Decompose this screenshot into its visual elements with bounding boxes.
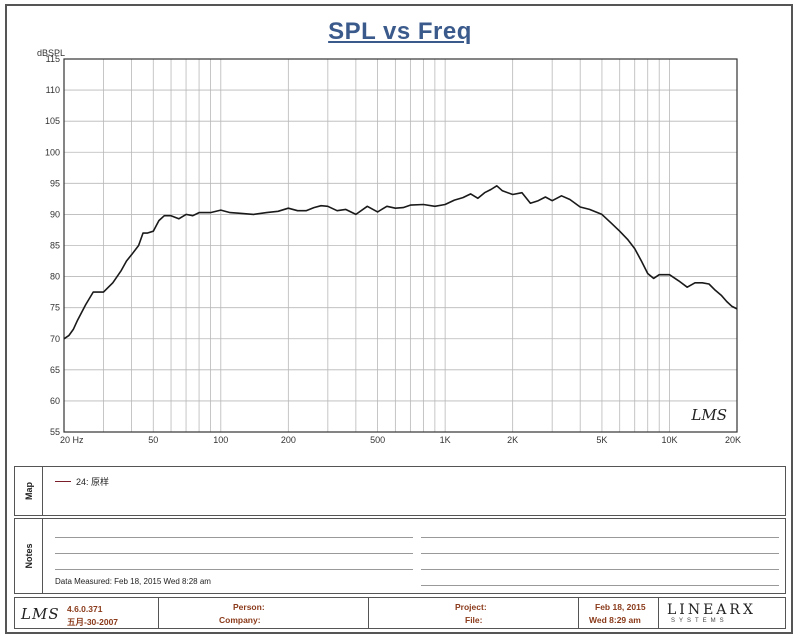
- footer-person-cell: Person: Company:: [159, 598, 369, 628]
- x-tick-label: 20K: [725, 435, 741, 445]
- footer-date: Feb 18, 2015: [595, 602, 646, 612]
- y-tick-label: 80: [50, 272, 60, 282]
- y-tick-label: 115: [46, 54, 60, 64]
- lms-logo: LMS: [21, 605, 60, 623]
- version-number: 4.6.0.371: [67, 604, 103, 614]
- file-label: File:: [465, 615, 483, 625]
- version-date: 五月-30-2007: [67, 617, 119, 627]
- footer-brand-cell: LINEARX SYSTEMS: [659, 598, 785, 628]
- linearx-systems-text: SYSTEMS: [671, 618, 728, 624]
- x-tick-label: 1K: [440, 435, 451, 445]
- y-tick-label: 90: [50, 209, 60, 219]
- x-tick-label: 100: [213, 435, 228, 445]
- y-tick-label: 95: [50, 178, 60, 188]
- note-line: [421, 537, 779, 538]
- project-label: Project:: [455, 602, 487, 612]
- y-tick-label: 65: [50, 365, 60, 375]
- notes-side-label: Notes: [15, 519, 43, 593]
- footer-time: Wed 8:29 am: [589, 615, 641, 625]
- x-tick-label: 5K: [596, 435, 607, 445]
- note-line: [55, 537, 413, 538]
- data-measured-text: Data Measured: Feb 18, 2015 Wed 8:28 am: [55, 577, 211, 586]
- x-tick-label: 500: [370, 435, 385, 445]
- footer-project-cell: Project: File:: [369, 598, 579, 628]
- lms-watermark: LMS: [690, 406, 727, 424]
- note-line: [421, 585, 779, 586]
- y-axis-label: dBSPL: [37, 48, 65, 58]
- note-line: [421, 553, 779, 554]
- map-label: Map: [23, 482, 34, 500]
- version-info: 4.6.0.371 五月-30-2007: [67, 603, 118, 629]
- legend-entry: 24: 原样: [76, 477, 110, 487]
- footer-bar: LMS 4.6.0.371 五月-30-2007 Person: Company…: [14, 597, 786, 629]
- chart-title: SPL vs Freq: [328, 18, 472, 45]
- y-tick-label: 105: [45, 116, 60, 126]
- y-tick-label: 60: [50, 396, 60, 406]
- map-side-label: Map: [15, 467, 43, 515]
- spl-curve: [63, 185, 738, 340]
- x-tick-label: 20 Hz: [60, 435, 84, 445]
- x-tick-label: 2K: [507, 435, 518, 445]
- y-tick-label: 70: [50, 334, 60, 344]
- spl-chart: 55 60 65 70 75 80 85 90 95 100 105 110 115 20 Hz 50 100…: [37, 48, 741, 445]
- legend-line-swatch: [55, 481, 71, 482]
- plot-frame: [63, 58, 738, 433]
- y-tick-label: 55: [50, 427, 60, 437]
- footer-version-cell: LMS 4.6.0.371 五月-30-2007: [15, 598, 159, 628]
- company-label: Company:: [219, 615, 261, 625]
- legend: 24: 原样: [55, 475, 109, 488]
- note-line: [421, 569, 779, 570]
- linearx-logo: LINEARX: [667, 602, 756, 618]
- y-tick-label: 100: [45, 147, 60, 157]
- x-tick-label: 50: [148, 435, 158, 445]
- person-label: Person:: [233, 602, 265, 612]
- x-tick-label: 10K: [661, 435, 677, 445]
- x-tick-label: 200: [281, 435, 296, 445]
- y-tick-label: 75: [50, 303, 60, 313]
- notes-label: Notes: [23, 543, 34, 569]
- footer-date-cell: Feb 18, 2015 Wed 8:29 am: [579, 598, 659, 628]
- y-tick-label: 85: [50, 241, 60, 251]
- note-line: [55, 569, 413, 570]
- notes-section: Notes Data Measured: Feb 18, 2015 Wed 8:…: [14, 518, 786, 594]
- note-line: [55, 553, 413, 554]
- y-tick-label: 110: [46, 85, 60, 95]
- map-section: Map 24: 原样: [14, 466, 786, 516]
